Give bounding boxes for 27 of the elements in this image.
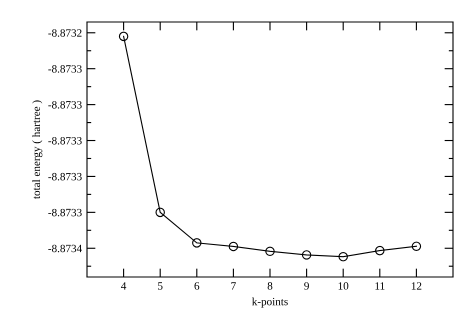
point (228, 242, 238, 252)
y-tick-label: -8.8733 (48, 65, 82, 73)
y-tick-label: -8.8733 (48, 172, 82, 180)
point (375, 246, 385, 256)
point (265, 246, 275, 256)
x-axis-title: k-points (252, 297, 288, 308)
point (155, 208, 165, 218)
point (302, 250, 312, 260)
x-tick-label: 5 (158, 282, 163, 290)
y-tick-label: -8.8733 (48, 101, 82, 109)
point (118, 32, 128, 42)
y-tick-label: -8.8734 (48, 244, 82, 252)
x-tick-label: 10 (338, 282, 348, 290)
x-tick-label: 8 (268, 282, 272, 290)
x-tick-label: 4 (121, 282, 126, 290)
point (192, 238, 202, 248)
point (412, 242, 422, 252)
y-axis-title: total energy ( hartree ) (32, 100, 42, 199)
point (338, 252, 348, 262)
y-tick-label: -8.8733 (48, 208, 82, 216)
x-tick-label: 7 (231, 282, 236, 290)
x-tick-label: 11 (375, 282, 384, 290)
x-tick-label: 9 (304, 282, 309, 290)
y-tick-label: -8.8732 (48, 29, 82, 37)
y-tick-label: -8.8733 (48, 136, 82, 145)
x-tick-label: 6 (194, 282, 200, 290)
x-tick-label: 12 (412, 282, 422, 290)
